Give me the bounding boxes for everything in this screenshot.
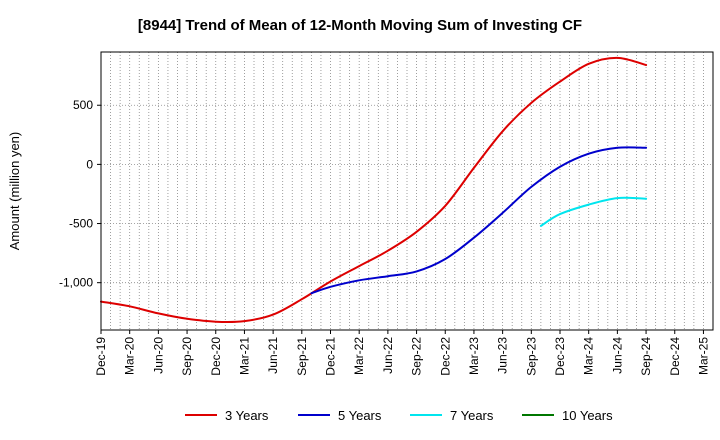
- y-axis-label: Amount (million yen): [7, 132, 22, 251]
- x-tick-label: Jun-21: [266, 337, 280, 374]
- x-tick-label: Jun-23: [496, 337, 510, 374]
- x-tick-label: Mar-24: [582, 337, 596, 375]
- x-tick-label: Sep-20: [180, 337, 194, 376]
- series-line-5-years: [310, 146, 648, 295]
- y-tick-label: -1,000: [59, 276, 93, 290]
- x-tick-label: Sep-23: [524, 337, 538, 376]
- x-tick-label: Sep-21: [295, 337, 309, 376]
- x-tick-label: Mar-23: [467, 337, 481, 375]
- chart-title: [8944] Trend of Mean of 12-Month Moving …: [138, 17, 582, 34]
- legend-label: 5 Years: [338, 408, 382, 423]
- y-axis: 500 0 -500 -1,000: [59, 98, 101, 290]
- legend-label: 7 Years: [450, 408, 494, 423]
- x-tick-label: Dec-20: [209, 337, 223, 376]
- x-tick-label: Sep-24: [639, 337, 653, 376]
- x-tick-label: Mar-22: [352, 337, 366, 375]
- series-line-7-years: [539, 196, 648, 227]
- y-tick-label: 500: [73, 98, 93, 112]
- legend-label: 3 Years: [225, 408, 269, 423]
- x-tick-label: Dec-22: [438, 337, 452, 376]
- x-tick-label: Dec-24: [668, 337, 682, 376]
- x-axis: Dec-19 Mar-20 Jun-20 Sep-20 Dec-20 Mar-21 Jun-…: [94, 330, 710, 376]
- x-tick-label: Mar-25: [696, 337, 710, 375]
- x-tick-label: Dec-19: [94, 337, 108, 376]
- x-tick-label: Jun-22: [381, 337, 395, 374]
- x-tick-label: Jun-20: [151, 337, 165, 374]
- y-tick-label: -500: [69, 217, 93, 231]
- plot-frame: [100, 51, 714, 331]
- grid: [101, 52, 713, 330]
- legend: 3 Years 5 Years 7 Years 10 Years: [185, 408, 613, 423]
- x-tick-label: Mar-21: [237, 337, 251, 375]
- y-tick-label: 0: [86, 157, 93, 171]
- series-line-3-years: [100, 56, 648, 324]
- legend-label: 10 Years: [562, 408, 613, 423]
- x-tick-label: Dec-21: [324, 337, 338, 376]
- x-tick-label: Mar-20: [123, 337, 137, 375]
- x-tick-label: Sep-22: [410, 337, 424, 376]
- x-tick-label: Dec-23: [553, 337, 567, 376]
- series-group: [100, 56, 648, 324]
- x-tick-label: Jun-24: [610, 337, 624, 374]
